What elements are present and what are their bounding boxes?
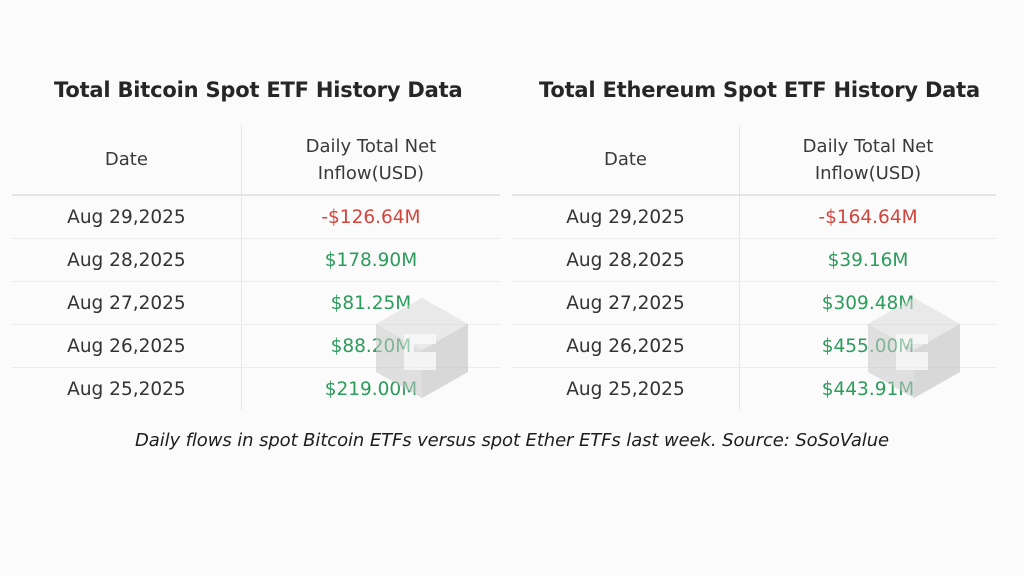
net-inflow-header-line2: Inflow(USD) [317, 162, 425, 184]
table-row: Aug 25,2025 $443.91M [512, 367, 996, 410]
table-row: Aug 25,2025 $219.00M [12, 367, 500, 410]
date-cell: Aug 25,2025 [512, 367, 740, 410]
net-inflow-header-line1: Daily Total Net [802, 135, 934, 157]
net-inflow-column-header: Daily Total Net Inflow(USD) [739, 125, 996, 196]
table-row: Aug 28,2025 $39.16M [512, 238, 996, 282]
date-cell: Aug 28,2025 [512, 238, 740, 282]
bitcoin-etf-table: Date Daily Total Net Inflow(USD) Aug 29,… [12, 125, 500, 410]
bitcoin-table-title: Total Bitcoin Spot ETF History Data [54, 78, 463, 102]
date-column-header: Date [12, 125, 242, 196]
date-cell: Aug 26,2025 [12, 324, 242, 368]
net-inflow-cell: $88.20M [241, 324, 500, 368]
date-cell: Aug 27,2025 [512, 281, 740, 325]
net-inflow-cell: $309.48M [739, 281, 996, 325]
table-header-row: Date Daily Total Net Inflow(USD) [512, 125, 996, 196]
table-row: Aug 28,2025 $178.90M [12, 238, 500, 282]
date-cell: Aug 27,2025 [12, 281, 242, 325]
table-row: Aug 26,2025 $455.00M [512, 324, 996, 368]
date-cell: Aug 29,2025 [512, 195, 740, 239]
table-row: Aug 27,2025 $81.25M [12, 281, 500, 325]
net-inflow-cell: $219.00M [324, 378, 418, 400]
table-row: Aug 29,2025 -$126.64M [12, 195, 500, 239]
table-row: Aug 27,2025 $309.48M [512, 281, 996, 325]
net-inflow-cell: $178.90M [241, 238, 500, 282]
ethereum-table-title: Total Ethereum Spot ETF History Data [539, 78, 980, 102]
net-inflow-cell: $81.25M [241, 281, 500, 325]
date-cell: Aug 26,2025 [512, 324, 740, 368]
date-cell: Aug 29,2025 [12, 195, 242, 239]
table-header-row: Date Daily Total Net Inflow(USD) [12, 125, 500, 196]
figure-caption: Daily flows in spot Bitcoin ETFs versus … [135, 430, 889, 451]
net-inflow-header-line1: Daily Total Net [305, 135, 437, 157]
ethereum-etf-table: Date Daily Total Net Inflow(USD) Aug 29,… [512, 125, 996, 410]
net-inflow-column-header: Daily Total Net Inflow(USD) [241, 125, 500, 196]
net-inflow-cell: -$164.64M [739, 195, 996, 239]
net-inflow-cell: $455.00M [739, 324, 996, 368]
date-column-header: Date [512, 125, 740, 196]
net-inflow-cell: -$126.64M [241, 195, 500, 239]
date-cell: Aug 25,2025 [12, 367, 242, 410]
table-row: Aug 29,2025 -$164.64M [512, 195, 996, 239]
net-inflow-header-line2: Inflow(USD) [814, 162, 922, 184]
net-inflow-cell: $39.16M [739, 238, 996, 282]
table-row: Aug 26,2025 $88.20M [12, 324, 500, 368]
net-inflow-cell: $443.91M [821, 378, 915, 400]
date-cell: Aug 28,2025 [12, 238, 242, 282]
